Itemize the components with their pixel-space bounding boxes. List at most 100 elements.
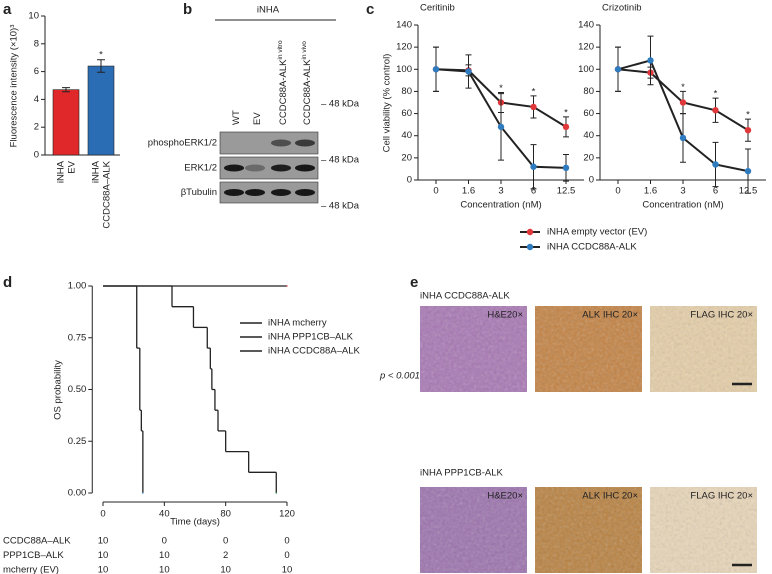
- lane-name: CCDC88A-ALK: [278, 59, 289, 125]
- blot-strip: [219, 156, 319, 180]
- blot-band: [295, 139, 315, 147]
- y-axis-label: OS probability: [53, 360, 64, 420]
- stain-label: FLAG IHC 20×: [690, 491, 753, 502]
- significance-marker: *: [99, 49, 103, 60]
- bar: [87, 65, 115, 156]
- size-marker: – 48 kDa: [321, 99, 360, 110]
- blot-band: [295, 164, 315, 172]
- data-point: [562, 164, 570, 172]
- y-tick-label: 4: [34, 94, 39, 105]
- y-tick-label: 0.75: [68, 332, 87, 343]
- lane-superscript: in vivo: [301, 41, 308, 60]
- significance-marker: *: [746, 110, 750, 121]
- risk-table-value: 10: [98, 565, 109, 574]
- risk-table-label: mcherry (EV): [3, 565, 59, 574]
- panel-letter: d: [3, 274, 12, 291]
- y-tick-label: 100: [578, 64, 594, 75]
- x-tick-label: 3: [680, 186, 685, 197]
- risk-table-value: 10: [98, 536, 109, 547]
- blot-band: [295, 189, 315, 196]
- x-tick-label: 3: [498, 186, 503, 197]
- data-point: [432, 66, 440, 73]
- blot-strip: [219, 181, 319, 204]
- data-point: [712, 107, 719, 114]
- risk-table-value: 0: [162, 536, 167, 547]
- y-axis-label: Cell viability (% control): [382, 54, 393, 153]
- y-tick-label: 80: [583, 86, 594, 97]
- micrograph-texture: [535, 306, 642, 392]
- legend-label: iNHA mcherry: [268, 318, 327, 329]
- y-tick-label: 60: [583, 108, 594, 119]
- y-tick-label: 20: [583, 152, 594, 163]
- x-tick-label: 0: [100, 509, 105, 520]
- size-marker: – 48 kDa: [321, 155, 360, 166]
- data-point: [744, 126, 752, 134]
- lane-name: EV: [252, 112, 263, 125]
- risk-table-value: 0: [284, 536, 289, 547]
- data-point: [465, 68, 472, 75]
- panel-letter: c: [366, 1, 374, 18]
- x-tick-label: CCDC88A–ALK: [102, 160, 113, 228]
- blot-band: [245, 189, 265, 196]
- x-tick-label: 40: [159, 509, 170, 520]
- risk-table-value: 10: [220, 565, 231, 574]
- data-point: [530, 103, 537, 111]
- micrograph-texture: [650, 306, 757, 392]
- y-tick-label: 0: [407, 175, 412, 186]
- x-axis-label: Concentration (nM): [460, 200, 541, 211]
- y-tick-label: 120: [578, 42, 594, 53]
- y-tick-label: 0.25: [68, 436, 87, 447]
- blot-band: [224, 189, 244, 196]
- legend-marker: [526, 243, 534, 251]
- y-tick-label: 0: [589, 175, 594, 186]
- risk-table-value: 0: [223, 536, 228, 547]
- micrograph-texture: [650, 487, 757, 573]
- y-tick-label: 10: [28, 11, 39, 22]
- risk-table-value: 0: [284, 550, 289, 561]
- y-tick-label: 40: [401, 130, 412, 141]
- x-tick-label: 0: [615, 186, 620, 197]
- y-tick-label: 120: [396, 42, 412, 53]
- legend-label: iNHA CCDC88A–ALK: [268, 346, 361, 357]
- lane-name: WT: [231, 110, 242, 125]
- y-tick-label: 100: [396, 64, 412, 75]
- chart-title: Crizotinib: [602, 3, 642, 14]
- legend-label: iNHA empty vector (EV): [547, 227, 647, 238]
- lane-label: EV: [252, 112, 263, 125]
- x-axis-label: Concentration (nM): [642, 200, 723, 211]
- significance-marker: *: [681, 82, 685, 93]
- micrograph-texture: [420, 487, 527, 573]
- blot-band: [271, 139, 291, 147]
- legend-label: iNHA CCDC88A-ALK: [547, 242, 637, 253]
- blot-row-label: ERK1/2: [184, 163, 217, 174]
- significance-marker: *: [564, 107, 568, 118]
- data-point: [530, 163, 537, 170]
- risk-table-value: 10: [159, 565, 170, 574]
- stain-label: ALK IHC 20×: [582, 491, 638, 502]
- size-marker: – 48 kDa: [321, 201, 360, 212]
- y-tick-label: 20: [401, 152, 412, 163]
- survival-end: [275, 492, 277, 494]
- legend-label: iNHA PPP1CB–ALK: [268, 332, 354, 343]
- x-tick-label: iNHA: [91, 160, 102, 183]
- row-label: iNHA PPP1CB-ALK: [420, 468, 504, 479]
- stain-label: FLAG IHC 20×: [690, 310, 753, 321]
- y-tick-label: 60: [401, 108, 412, 119]
- x-tick-label: EV: [67, 160, 78, 173]
- chart-title: Ceritinib: [420, 3, 455, 14]
- lane-label: WT: [231, 110, 242, 125]
- stain-label: ALK IHC 20×: [582, 310, 638, 321]
- x-tick-label: 6: [713, 186, 718, 197]
- significance-marker: *: [532, 86, 536, 97]
- blot-band: [271, 164, 291, 172]
- data-point: [497, 123, 505, 131]
- y-tick-label: 140: [578, 20, 594, 31]
- y-tick-label: 140: [396, 20, 412, 31]
- lane-name: CCDC88A-ALK: [302, 59, 313, 125]
- x-tick-label: 1.6: [462, 186, 475, 197]
- risk-table-label: PPP1CB–ALK: [3, 550, 64, 561]
- blot-header: iNHA: [257, 5, 280, 16]
- y-tick-label: 0.00: [68, 488, 87, 499]
- row-label: iNHA CCDC88A-ALK: [420, 291, 510, 302]
